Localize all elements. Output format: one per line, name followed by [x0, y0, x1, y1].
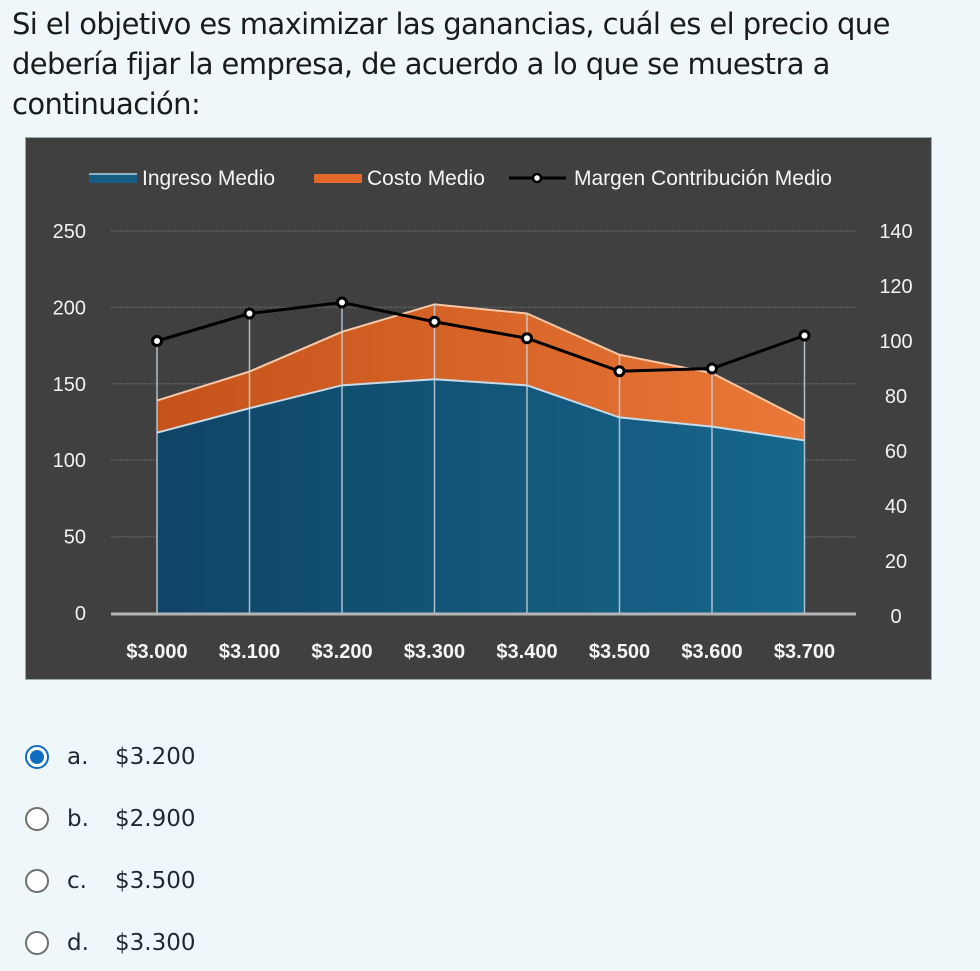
margen-point [151, 335, 163, 347]
left-axis-tick-label: 200 [53, 297, 86, 319]
option-a[interactable]: a. $3.200 [25, 737, 195, 777]
right-axis-tick-label: 80 [885, 386, 907, 408]
legend-swatch-ingreso [89, 174, 137, 183]
radio-b-icon[interactable] [25, 807, 49, 831]
x-axis-tick-label: $3.400 [496, 641, 557, 663]
option-letter: b. [67, 806, 89, 832]
x-axis-tick-label: $3.100 [219, 641, 280, 663]
legend-label-costo: Costo Medio [367, 167, 485, 190]
x-axis-tick-label: $3.200 [311, 641, 372, 663]
legend-label-margen: Margen Contribución Medio [574, 167, 832, 190]
right-axis-tick-label: 40 [885, 496, 907, 518]
ingreso-medio-area [157, 379, 805, 613]
margen-point [706, 362, 718, 375]
costo-medio-area [157, 304, 805, 441]
margen-point [613, 365, 626, 378]
option-letter: a. [67, 744, 89, 770]
x-axis-tick-label: $3.300 [404, 641, 465, 663]
option-value: $3.500 [115, 868, 196, 894]
x-axis-tick-label: $3.700 [774, 641, 835, 663]
left-axis-tick-label: 250 [53, 221, 86, 243]
right-axis-tick-label: 20 [885, 551, 907, 573]
right-axis-tick-label: 100 [879, 331, 912, 353]
margen-point [798, 329, 811, 342]
x-axis-tick-label: $3.000 [126, 641, 187, 663]
option-value: $2.900 [115, 806, 196, 832]
margen-point [336, 296, 348, 309]
legend-marker-margen [531, 172, 543, 184]
ingreso-medio-edge [156, 378, 805, 442]
left-axis-tick-label: 100 [53, 450, 86, 472]
option-letter: c. [67, 868, 87, 894]
option-letter: d. [67, 930, 89, 956]
radio-d-icon[interactable] [25, 931, 49, 955]
margen-contribucion-line [156, 300, 806, 373]
option-value: $3.300 [115, 930, 196, 956]
question-text: Si el objetivo es maximizar las ganancia… [12, 7, 890, 121]
radio-a-icon[interactable] [25, 745, 49, 769]
right-axis-tick-label: 140 [879, 221, 912, 243]
chart: 0 50 100 150 200 250 0 20 40 60 80 100 120 140 $3.000 $… [25, 137, 932, 680]
right-axis-tick-label: 0 [890, 606, 901, 628]
margen-point [521, 332, 533, 345]
margen-point [428, 315, 441, 328]
chart-svg: 0 50 100 150 200 250 0 20 40 60 80 100 120 140 $3.000 $… [53, 167, 913, 663]
right-axis-tick-label: 60 [885, 441, 907, 463]
margen-point [243, 307, 256, 320]
option-c[interactable]: c. $3.500 [25, 861, 195, 901]
legend-label-ingreso: Ingreso Medio [142, 167, 275, 190]
option-d[interactable]: d. $3.300 [25, 923, 195, 963]
left-axis-tick-label: 150 [53, 374, 86, 396]
left-axis-tick-label: 50 [64, 527, 86, 549]
right-axis-tick-label: 120 [879, 276, 912, 298]
radio-c-icon[interactable] [25, 869, 49, 893]
x-axis-tick-label: $3.500 [589, 641, 650, 663]
option-b[interactable]: b. $2.900 [25, 799, 195, 839]
left-axis-tick-label: 0 [75, 603, 86, 625]
option-value: $3.200 [115, 744, 196, 770]
x-axis-tick-label: $3.600 [681, 641, 742, 663]
legend-swatch-costo [314, 174, 362, 183]
